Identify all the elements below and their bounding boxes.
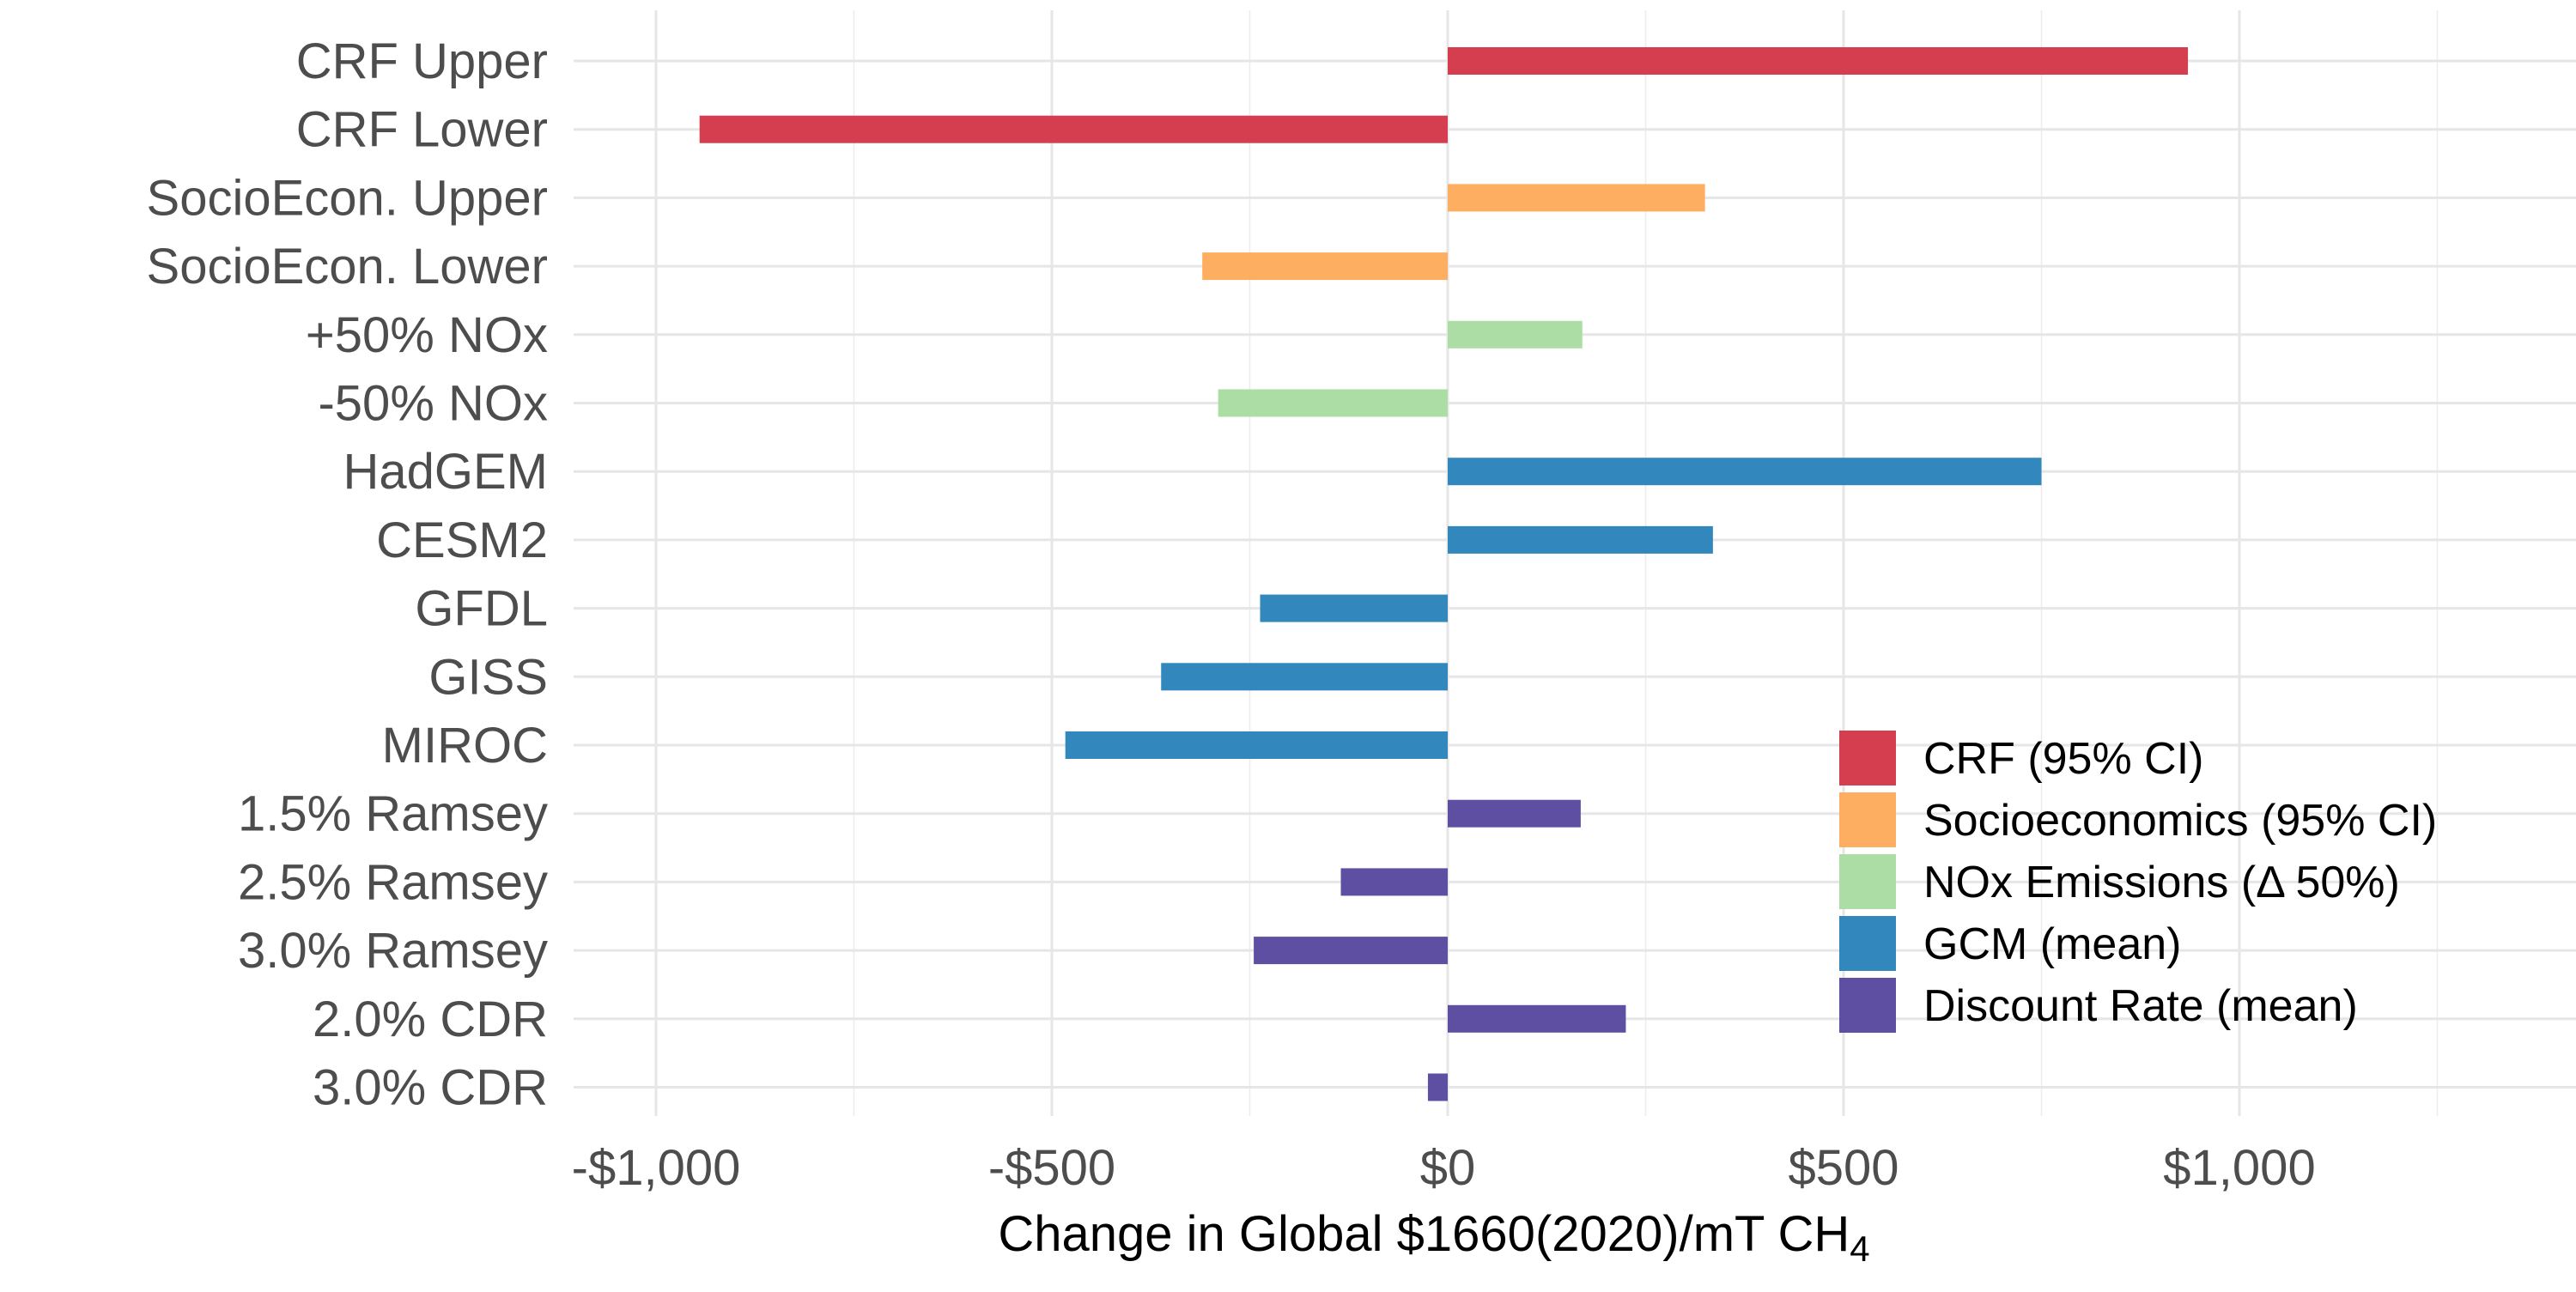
category-label: 2.0% CDR: [313, 992, 548, 1047]
category-label: GISS: [428, 649, 548, 705]
bar: [1448, 799, 1581, 828]
category-label: CRF Lower: [296, 102, 548, 158]
bar: [1202, 252, 1448, 281]
bar: [1340, 868, 1448, 896]
category-label: 3.0% CDR: [313, 1060, 548, 1116]
category-label: CRF Upper: [296, 33, 548, 89]
legend: CRF (95% CI) Socioeconomics (95% CI) NOx E…: [1839, 731, 2437, 1033]
legend-label: GCM (mean): [1923, 919, 2181, 969]
x-tick-label: $0: [1420, 1140, 1476, 1196]
category-label: CESM2: [376, 513, 548, 568]
x-axis-title-main: Change in Global $1660(2020)/mT CH: [998, 1206, 1850, 1262]
bar: [1427, 1073, 1448, 1101]
bar: [1448, 184, 1705, 212]
grid-layer: [574, 10, 2576, 1116]
x-tick-label: $1,000: [2163, 1140, 2315, 1196]
legend-label: CRF (95% CI): [1923, 734, 2203, 784]
bar: [1254, 937, 1448, 965]
legend-key: [1839, 978, 1896, 1033]
category-label: SocioEcon. Lower: [147, 239, 548, 294]
category-label: SocioEcon. Upper: [147, 170, 548, 226]
bar: [1260, 594, 1448, 622]
legend-label: Discount Rate (mean): [1923, 981, 2358, 1031]
legend-key: [1839, 916, 1896, 971]
bar: [1218, 389, 1448, 417]
bar: [699, 115, 1448, 143]
x-tick-label: -$1,000: [572, 1140, 741, 1196]
legend-key: [1839, 854, 1896, 909]
x-axis-title-subscript: 4: [1850, 1228, 1869, 1269]
category-label: HadGEM: [343, 444, 548, 500]
category-label: GFDL: [415, 581, 548, 637]
legend-key: [1839, 792, 1896, 847]
bar: [1448, 525, 1713, 554]
x-tick-label: $500: [1788, 1140, 1899, 1196]
category-labels: CRF Upper CRF Lower SocioEcon. Upper SocioE…: [147, 33, 548, 1116]
category-label: MIROC: [382, 718, 548, 773]
x-axis-title: Change in Global $1660(2020)/mT CH4: [998, 1206, 1869, 1269]
x-tick-label: -$500: [988, 1140, 1115, 1196]
legend-key: [1839, 731, 1896, 786]
legend-label: NOx Emissions (Δ 50%): [1923, 858, 2400, 907]
category-label: 3.0% Ramsey: [238, 923, 548, 979]
bar: [1161, 663, 1448, 691]
bar-layer: [699, 47, 2189, 1101]
bar: [1448, 320, 1583, 349]
bar: [1448, 47, 2189, 75]
category-label: +50% NOx: [306, 307, 548, 363]
bar: [1448, 458, 2042, 486]
bar: [1065, 731, 1448, 759]
bar: [1448, 1004, 1626, 1033]
category-label: -50% NOx: [318, 376, 548, 432]
legend-label: Socioeconomics (95% CI): [1923, 796, 2437, 846]
category-label: 2.5% Ramsey: [238, 854, 548, 910]
category-label: 1.5% Ramsey: [238, 786, 548, 842]
x-tick-labels: -$1,000 -$500 $0 $500 $1,000: [572, 1140, 2316, 1196]
